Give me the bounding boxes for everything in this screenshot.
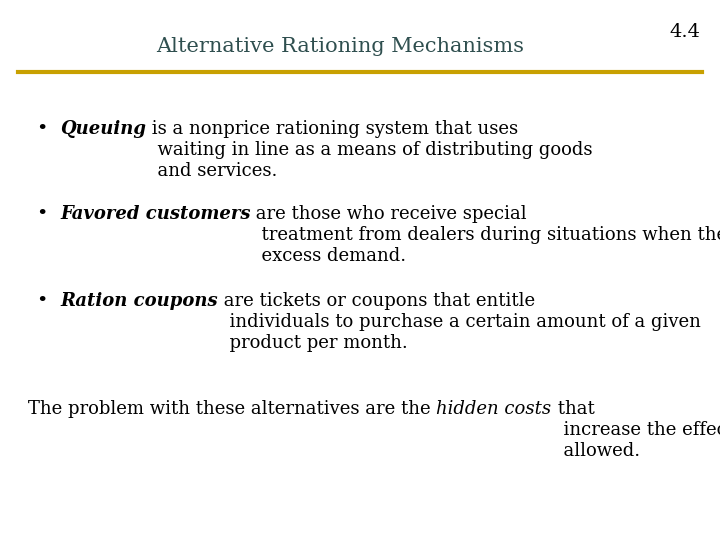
Text: hidden costs: hidden costs — [436, 400, 552, 418]
Text: The problem with these alternatives are the: The problem with these alternatives are … — [28, 400, 436, 418]
Text: is a nonprice rationing system that uses
  waiting in line as a means of distrib: is a nonprice rationing system that uses… — [146, 120, 593, 180]
Text: Ration coupons: Ration coupons — [60, 292, 217, 310]
Text: Alternative Rationing Mechanisms: Alternative Rationing Mechanisms — [156, 37, 524, 57]
Text: •: • — [36, 120, 48, 138]
Text: 4.4: 4.4 — [669, 23, 700, 41]
Text: are those who receive special
  treatment from dealers during situations when th: are those who receive special treatment … — [251, 205, 720, 265]
Text: •: • — [36, 205, 48, 223]
Text: Favored customers: Favored customers — [60, 205, 251, 223]
Text: that
  increase the effective price above the maximum price
  allowed.: that increase the effective price above … — [552, 400, 720, 460]
Text: •: • — [36, 292, 48, 310]
Text: are tickets or coupons that entitle
  individuals to purchase a certain amount o: are tickets or coupons that entitle indi… — [217, 292, 701, 352]
Text: Queuing: Queuing — [60, 120, 146, 138]
